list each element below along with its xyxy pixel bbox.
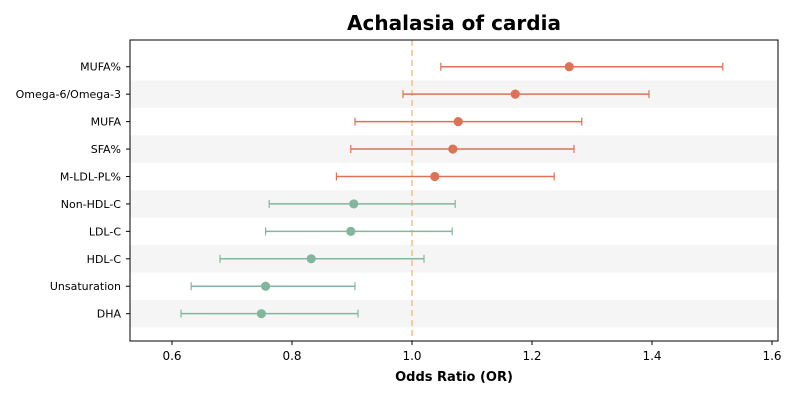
y-tick-label: MUFA	[91, 116, 122, 129]
or-point	[261, 281, 271, 291]
x-tick-label: 0.6	[162, 349, 181, 363]
or-point	[453, 117, 463, 127]
y-tick-labels: MUFA% Omega-6/Omega-3 MUFA SFA% M-LDL-PL% Non…	[16, 61, 130, 321]
or-point	[349, 199, 359, 209]
x-tick-label: 1.2	[522, 349, 541, 363]
or-point	[306, 254, 316, 264]
y-tick-label: Omega-6/Omega-3	[16, 88, 121, 101]
y-tick-label: M-LDL-PL%	[60, 170, 121, 183]
y-tick-label: DHA	[97, 308, 122, 321]
chart-title: Achalasia of cardia	[347, 11, 561, 35]
x-tick-labels: 0.6 0.8 1.0 1.2 1.4 1.6	[162, 341, 782, 363]
y-tick-label: Unsaturation	[50, 280, 121, 293]
x-axis-label: Odds Ratio (OR)	[395, 370, 513, 385]
axes	[129, 39, 779, 342]
y-tick-label: Non-HDL-C	[61, 198, 122, 211]
plot-frame	[129, 39, 779, 342]
y-tick-label: MUFA%	[80, 61, 121, 74]
y-tick-label: HDL-C	[87, 253, 122, 266]
forest-row	[180, 309, 359, 319]
forest-row	[265, 226, 453, 236]
forest-row	[440, 62, 724, 72]
or-point	[510, 89, 520, 99]
forest-row	[402, 89, 650, 99]
forest-row	[350, 144, 575, 154]
or-point	[564, 62, 574, 72]
x-tick-label: 1.4	[642, 349, 661, 363]
forest-row	[268, 199, 456, 209]
or-point	[448, 144, 458, 154]
or-point	[346, 226, 356, 236]
y-tick-label: SFA%	[91, 143, 121, 156]
forest-row	[219, 254, 425, 264]
or-point	[430, 171, 440, 182]
forest-row	[190, 281, 356, 291]
x-tick-label: 1.0	[402, 349, 421, 363]
y-tick-label: LDL-C	[89, 225, 122, 238]
x-tick-label: 0.8	[282, 349, 301, 363]
forest-row	[335, 171, 555, 182]
forest-row	[354, 117, 583, 127]
x-tick-label: 1.6	[762, 349, 781, 363]
or-point	[256, 309, 266, 319]
data-series	[180, 62, 724, 319]
